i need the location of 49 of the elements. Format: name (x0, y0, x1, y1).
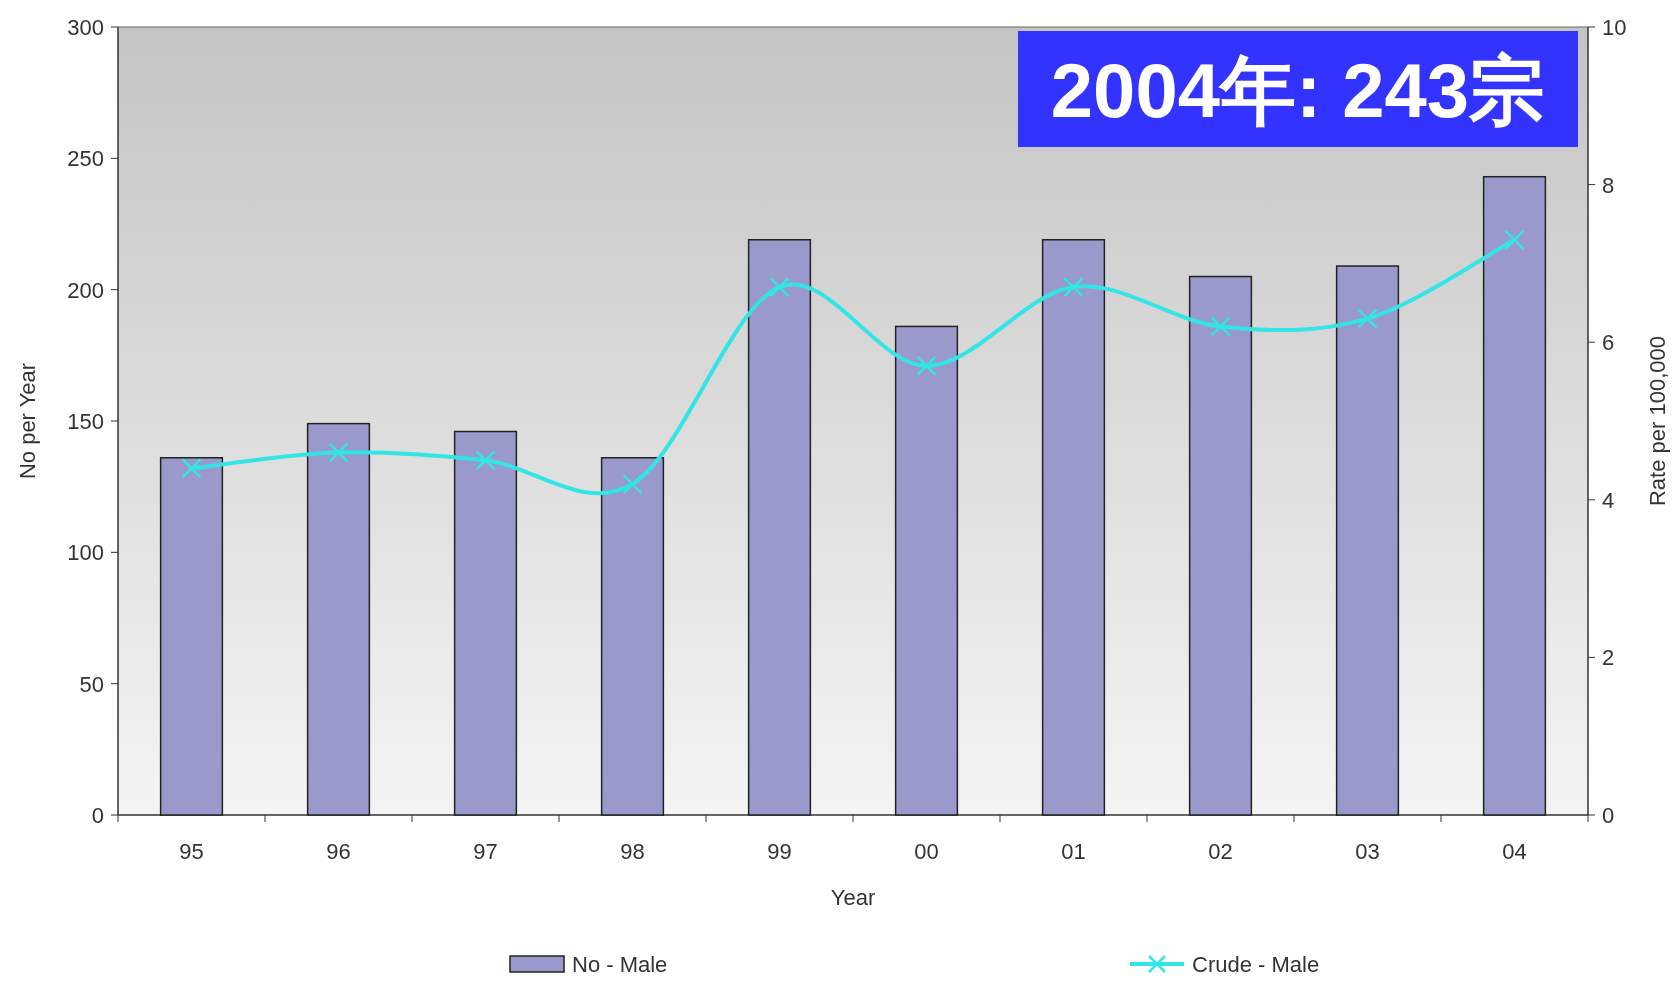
y-tick-label: 200 (67, 277, 104, 303)
point (1063, 276, 1084, 298)
x-tick-label: 95 (179, 839, 204, 864)
point (1504, 229, 1525, 251)
y-tick-label: 250 (67, 146, 104, 172)
point (1357, 308, 1378, 329)
bar (159, 457, 224, 816)
point (328, 442, 349, 463)
x-tick-label: 01 (1061, 839, 1086, 864)
point (622, 473, 643, 495)
point (916, 355, 937, 377)
y2-tick-label: 2 (1602, 645, 1615, 671)
bar (1482, 175, 1547, 816)
y-axis-title: No per Year (15, 362, 40, 480)
y2-axis-title: Rate per 100,000 (1645, 335, 1670, 507)
annotation: 2004年: 243宗 (1050, 48, 1546, 133)
legend-label: Crude - Male (1192, 952, 1320, 977)
x-tick-label: 04 (1502, 839, 1527, 864)
point (475, 450, 496, 471)
y-tick-label: 0 (91, 803, 104, 828)
x-tick-label: 98 (620, 839, 645, 864)
x-tick-label: 03 (1355, 839, 1380, 864)
x-tick-label: 96 (326, 839, 351, 864)
bar (453, 430, 518, 816)
bar (600, 457, 665, 816)
x-tick-label: 97 (473, 839, 498, 864)
y2-tick-label: 8 (1602, 172, 1615, 198)
x-axis-title: Year (830, 885, 876, 910)
point (1210, 316, 1231, 337)
bar (306, 422, 371, 816)
bar (1188, 275, 1253, 816)
y2-tick-label: 6 (1602, 330, 1615, 356)
bar (1041, 239, 1106, 816)
point (769, 276, 790, 298)
y-tick-label: 50 (79, 671, 104, 697)
point (181, 458, 202, 479)
bar (747, 239, 812, 816)
x-tick-label: 00 (914, 839, 939, 864)
y-tick-label: 100 (67, 540, 104, 566)
bar (1335, 265, 1400, 816)
y-tick-label: 150 (67, 409, 104, 434)
x-tick-label: 02 (1208, 839, 1233, 864)
bar (894, 325, 959, 816)
y2-tick-label: 4 (1602, 487, 1615, 513)
x-tick-label: 99 (767, 839, 792, 864)
y2-tick-label: 10 (1602, 15, 1627, 40)
y2-tick-label: 0 (1602, 803, 1615, 828)
y-tick-label: 300 (67, 15, 104, 40)
legend-label: No - Male (572, 952, 668, 977)
